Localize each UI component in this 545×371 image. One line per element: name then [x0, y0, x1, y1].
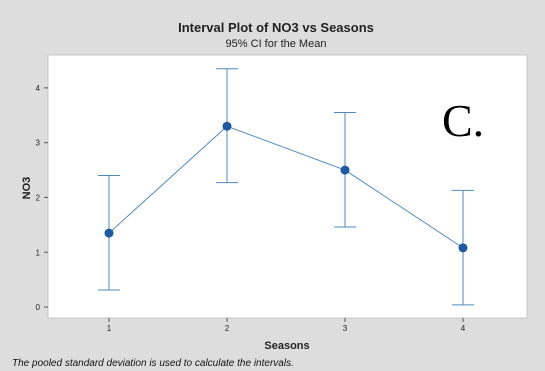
y-tick-label: 0 — [36, 303, 41, 312]
series-layer — [98, 68, 474, 306]
x-tick-label: 1 — [107, 324, 112, 333]
x-tick-label: 4 — [461, 324, 466, 333]
y-tick-label: 4 — [36, 84, 41, 93]
y-tick-label: 3 — [36, 139, 41, 148]
chart-title: Interval Plot of NO3 vs Seasons — [178, 20, 374, 35]
x-axis: 1 2 3 4 — [107, 318, 466, 333]
y-tick-label: 1 — [36, 248, 41, 257]
series-line — [108, 125, 464, 249]
x-axis-label: Seasons — [264, 340, 309, 352]
y-axis-label: NO3 — [21, 177, 33, 200]
plot-area — [47, 54, 528, 319]
y-tick-label: 2 — [36, 193, 41, 202]
chart-annotation: C. — [442, 95, 484, 146]
y-axis: 0 1 2 3 4 — [36, 84, 48, 312]
data-point — [222, 121, 232, 131]
data-point — [104, 228, 114, 238]
chart-subtitle: 95% CI for the Mean — [226, 38, 327, 50]
x-tick-label: 2 — [225, 324, 230, 333]
data-point — [340, 165, 350, 175]
data-point — [458, 243, 468, 253]
x-tick-label: 3 — [343, 324, 348, 333]
chart-footnote: The pooled standard deviation is used to… — [12, 358, 294, 369]
